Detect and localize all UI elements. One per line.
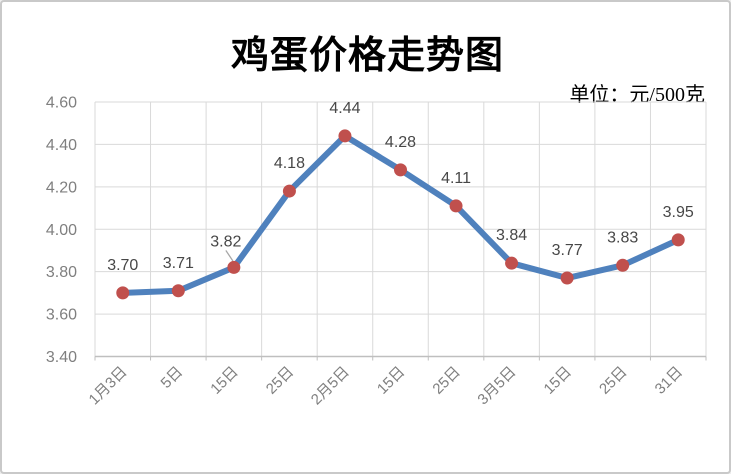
x-axis-label: 15日 [207, 363, 241, 397]
data-point-label: 3.83 [607, 229, 638, 246]
data-point-marker [282, 184, 296, 198]
data-point-label: 4.18 [274, 155, 305, 172]
data-point-marker [171, 284, 185, 298]
data-point-label: 4.28 [385, 134, 416, 151]
data-point-label: 3.70 [107, 257, 138, 274]
x-axis-label: 5日 [158, 363, 187, 392]
y-axis-label: 3.60 [46, 307, 77, 324]
y-axis-label: 4.20 [46, 179, 77, 196]
data-point-label: 3.77 [552, 242, 583, 259]
y-axis-label: 3.40 [46, 349, 77, 366]
data-point-marker [560, 271, 574, 285]
data-point-label: 3.84 [496, 227, 527, 244]
x-axis-label: 25日 [263, 363, 297, 397]
data-point-label: 3.95 [663, 204, 694, 221]
data-point-label: 4.44 [329, 100, 360, 117]
label-leader-line [225, 250, 234, 262]
y-axis-label: 3.80 [46, 264, 77, 281]
y-axis-label: 4.00 [46, 222, 77, 239]
x-axis-label: 25日 [429, 363, 463, 397]
x-axis-label: 25日 [596, 363, 630, 397]
data-point-marker [671, 233, 685, 247]
data-point-marker [616, 258, 630, 272]
data-point-marker [227, 260, 241, 274]
data-point-marker [338, 129, 352, 143]
y-axis-label: 4.60 [46, 95, 77, 112]
x-axis-label: 15日 [541, 363, 575, 397]
x-axis-label: 1月3日 [86, 363, 131, 408]
chart-title: 鸡蛋价格走势图 [230, 35, 504, 77]
y-axis-label: 4.40 [46, 137, 77, 154]
x-axis-label: 3月5日 [474, 363, 519, 408]
x-axis-label: 15日 [374, 363, 408, 397]
x-axis-label: 31日 [652, 363, 686, 397]
data-point-marker [394, 163, 407, 177]
data-point-label: 3.71 [163, 255, 194, 272]
x-axis-label: 2月5日 [308, 363, 353, 408]
unit-label: 单位：元/500克 [569, 84, 705, 106]
data-point-marker [449, 199, 463, 213]
data-point-marker [116, 286, 130, 300]
data-point-label: 3.82 [210, 233, 241, 250]
data-point-label: 4.11 [441, 170, 471, 187]
data-point-marker [505, 256, 519, 270]
